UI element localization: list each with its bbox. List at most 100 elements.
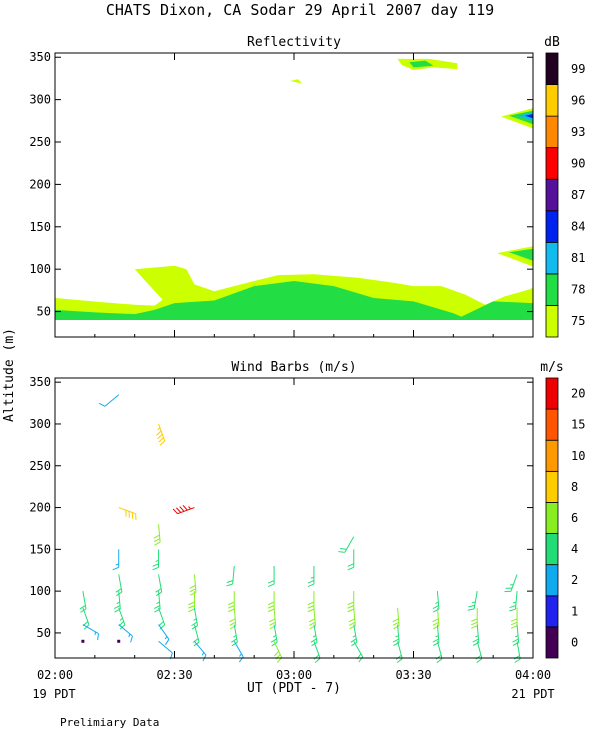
wind-barb-feather — [307, 601, 315, 606]
wind-barb-feather — [472, 638, 479, 643]
wind-barb — [347, 549, 355, 571]
wind-barb-feather — [351, 641, 358, 647]
wind-barb — [467, 591, 478, 611]
wind-barb-feather — [270, 638, 277, 643]
wind-barb — [189, 574, 197, 596]
wind-barb-half-feather — [157, 427, 161, 431]
wind-colorbar-label: 4 — [571, 542, 578, 556]
wind-barb-feather — [267, 580, 275, 584]
wind-barb-feather — [396, 658, 403, 664]
wind-ytick-label: 300 — [29, 417, 51, 431]
wind-barb-feather — [112, 566, 119, 571]
wind-barb-feather — [267, 601, 275, 606]
wind-barb-feather — [392, 618, 399, 623]
wind-barb-feather — [275, 654, 281, 660]
reflectivity-ytick-label: 50 — [37, 305, 51, 319]
wind-barb-feather — [339, 548, 347, 550]
wind-barb-feather — [510, 621, 518, 626]
wind-barb-calm — [117, 639, 121, 643]
wind-barb-feather — [228, 601, 235, 606]
wind-barb — [432, 591, 440, 613]
wind-barb-feather — [392, 638, 400, 643]
wind-colorbar-swatch — [545, 377, 559, 410]
wind-barb-staff — [118, 507, 136, 515]
wind-barb-feather — [347, 605, 354, 609]
wind-barb — [338, 536, 355, 553]
wind-barb-feather — [435, 654, 442, 660]
wind-barb-feather — [189, 591, 197, 596]
wind-barb — [188, 591, 195, 613]
wind-colorbar-label: 6 — [571, 511, 578, 525]
reflectivity-colorbar-label: 75 — [571, 314, 585, 328]
wind-barb-feather — [267, 608, 275, 613]
wind-barb-staff — [82, 624, 99, 635]
wind-barb-feather — [432, 605, 439, 610]
wind-barb-feather — [188, 608, 195, 613]
wind-barb-feather — [471, 625, 478, 629]
wind-barb — [392, 607, 400, 630]
reflectivity-colorbar-label: 99 — [571, 62, 585, 76]
footer-note: Prelimiary Data — [60, 716, 159, 729]
wind-barb — [347, 591, 355, 613]
wind-barb-half-feather — [272, 634, 277, 638]
wind-barb — [112, 549, 120, 571]
wind-colorbar-label: 8 — [571, 480, 578, 494]
reflectivity-colorbar-label: 87 — [571, 188, 585, 202]
wind-barb-half-feather — [310, 576, 315, 579]
reflectivity-axes: 50 100 150 200 250 300 350 — [29, 50, 534, 337]
wind-barb-staff — [233, 641, 244, 658]
wind-barb-feather — [192, 638, 199, 643]
reflectivity-colorbar-label: 84 — [571, 220, 585, 234]
wind-barb-feather — [79, 604, 86, 610]
wind-barb-feather — [153, 538, 161, 543]
wind-colorbar-label: 2 — [571, 573, 578, 587]
wind-barb — [510, 607, 518, 629]
wind-barb-feather — [395, 654, 402, 660]
wind-barb-feather — [313, 654, 320, 660]
reflectivity-contours — [55, 58, 533, 320]
reflectivity-colorbar-unit: dB — [544, 35, 560, 50]
wind-barb — [156, 423, 166, 446]
wind-barb-feather — [172, 508, 178, 515]
wind-barb-feather — [191, 621, 198, 627]
wind-barb-feather — [229, 621, 236, 626]
wind-barb-half-feather — [395, 635, 399, 638]
wind-barb-half-feather — [128, 633, 131, 638]
wind-barb-feather — [307, 583, 315, 588]
wind-ytick-label: 150 — [29, 542, 51, 556]
wind-barb-half-feather — [435, 635, 439, 638]
wind-barb-feather — [269, 618, 276, 623]
reflectivity-title: Reflectivity — [247, 35, 341, 50]
reflectivity-colorbar-label: 78 — [571, 283, 585, 297]
xtick-label: 02:00 — [37, 668, 73, 682]
wind-barb-staff — [158, 607, 166, 625]
reflectivity-colorbar-swatch — [545, 273, 559, 306]
wind-barb — [307, 591, 315, 613]
wind-barb-feather — [475, 654, 482, 660]
reflectivity-colorbar-label: 93 — [571, 125, 585, 139]
reflectivity-ytick-label: 200 — [29, 177, 51, 191]
wind-ytick-label: 350 — [29, 375, 51, 389]
wind-barb-feather — [308, 618, 316, 623]
wind-barb-feather — [158, 437, 164, 443]
wind-barb-feather — [273, 650, 280, 657]
wind-colorbar-label: 10 — [571, 449, 585, 463]
reflectivity-ytick-label: 300 — [29, 93, 51, 107]
wind-barb-staff — [158, 624, 170, 640]
reflectivity-colorbar-swatch — [545, 178, 559, 212]
wind-barb-feather — [349, 621, 356, 626]
wind-barb-feather — [471, 618, 478, 622]
wind-barb-staff — [104, 394, 120, 407]
wind-colorbar-swatch — [545, 533, 559, 566]
wind-barb-feather — [509, 608, 516, 612]
wind-barb — [118, 624, 133, 643]
wind-barbs-frame — [54, 377, 534, 659]
wind-barb-feather — [510, 618, 518, 622]
wind-barb-half-feather — [233, 634, 237, 638]
wind-barb — [79, 591, 87, 613]
wind-barbs-title: Wind Barbs (m/s) — [231, 360, 356, 375]
wind-barb-feather — [467, 608, 475, 611]
wind-barb-staff — [118, 624, 133, 637]
